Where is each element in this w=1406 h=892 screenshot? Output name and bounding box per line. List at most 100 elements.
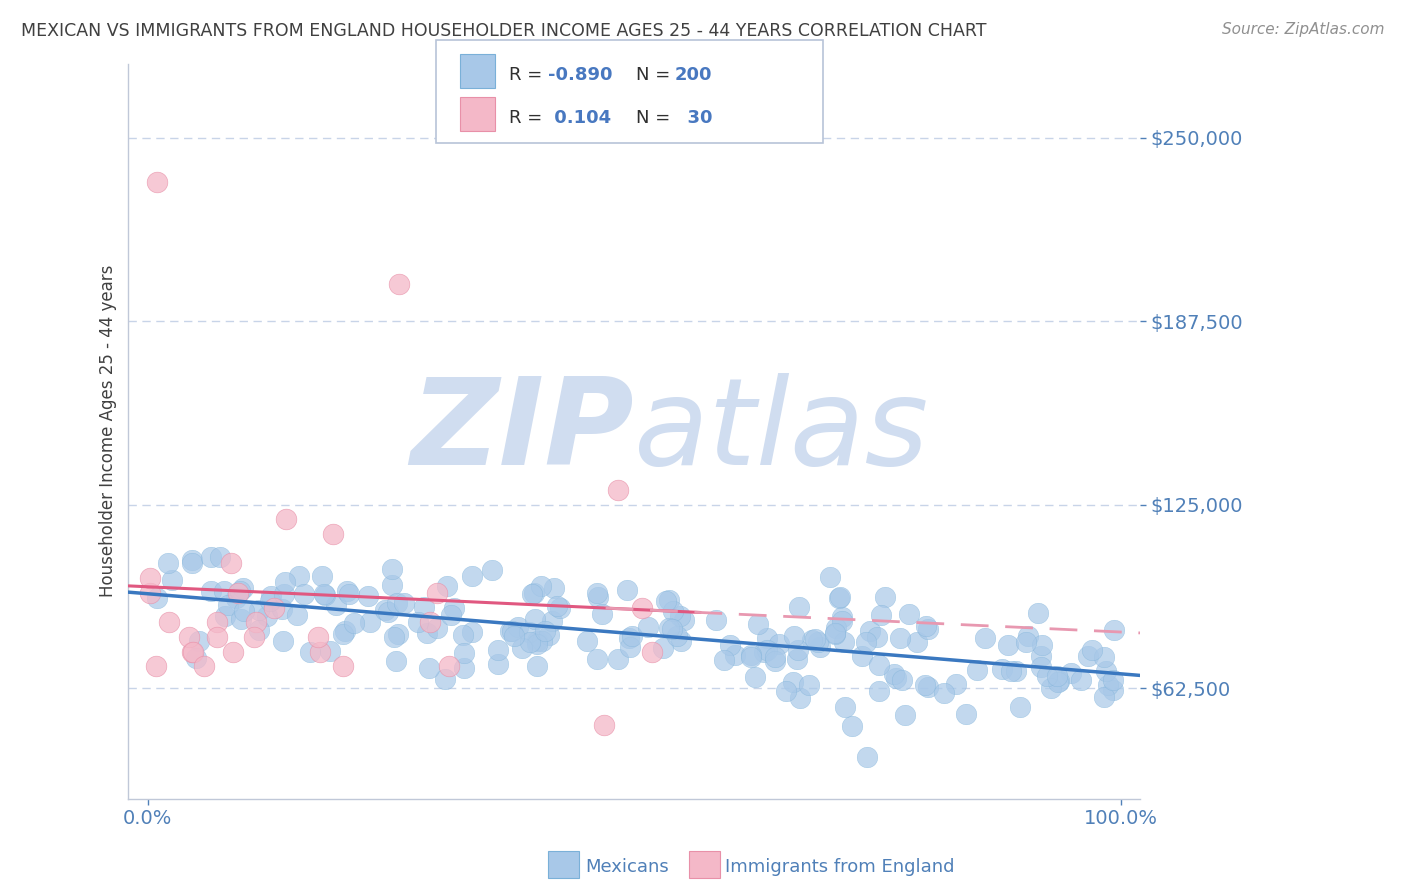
Point (212, 583, 235, 598)
Point (443, 601, 465, 615)
Point (523, 586, 546, 600)
Point (156, 556, 179, 570)
Point (332, 627, 354, 641)
Point (385, 596, 408, 610)
Point (724, 648, 747, 663)
Text: Immigrants from England: Immigrants from England (725, 858, 955, 876)
Point (591, 607, 613, 622)
Point (801, 632, 824, 647)
Point (333, 624, 356, 639)
Point (526, 633, 548, 648)
Point (1077, 649, 1099, 664)
Point (318, 643, 340, 657)
Point (889, 632, 911, 646)
Point (763, 649, 786, 664)
Point (292, 587, 315, 601)
Point (388, 277, 411, 292)
Point (1026, 607, 1049, 621)
Point (586, 590, 609, 604)
Point (1036, 669, 1059, 683)
Point (747, 617, 769, 632)
Point (453, 661, 475, 675)
Point (343, 615, 366, 630)
Point (966, 663, 988, 677)
Point (453, 646, 475, 660)
Point (222, 645, 245, 659)
Point (775, 684, 797, 698)
Point (263, 600, 285, 615)
Y-axis label: Householder Income Ages 25 - 44 years: Householder Income Ages 25 - 44 years (100, 265, 117, 598)
Point (339, 587, 361, 601)
Point (519, 635, 541, 649)
Point (576, 633, 599, 648)
Point (917, 622, 939, 636)
Point (744, 670, 766, 684)
Point (419, 615, 441, 630)
Point (1017, 629, 1039, 643)
Point (856, 750, 879, 764)
Point (461, 625, 484, 640)
Point (139, 571, 162, 585)
Point (1008, 700, 1031, 714)
Point (205, 630, 228, 644)
Point (233, 604, 256, 618)
Point (1004, 664, 1026, 678)
Point (807, 635, 830, 649)
Point (870, 608, 893, 623)
Text: 200: 200 (675, 66, 713, 84)
Point (460, 568, 482, 582)
Point (740, 650, 762, 665)
Point (543, 581, 565, 595)
Point (139, 586, 162, 600)
Point (868, 684, 890, 698)
Point (637, 620, 659, 634)
Point (1070, 673, 1092, 687)
Point (308, 645, 330, 659)
Point (200, 550, 222, 565)
Point (510, 641, 533, 656)
Text: MEXICAN VS IMMIGRANTS FROM ENGLAND HOUSEHOLDER INCOME AGES 25 - 44 YEARS CORRELA: MEXICAN VS IMMIGRANTS FROM ENGLAND HOUSE… (21, 22, 987, 40)
Point (825, 621, 848, 635)
Point (546, 599, 568, 614)
Point (186, 651, 208, 665)
Point (945, 677, 967, 691)
Point (426, 621, 449, 635)
Point (756, 643, 779, 657)
Point (1029, 660, 1052, 674)
Point (955, 706, 977, 721)
Point (1000, 664, 1022, 678)
Point (440, 608, 463, 623)
Point (217, 598, 239, 612)
Point (631, 600, 654, 615)
Point (917, 680, 939, 694)
Point (276, 512, 298, 526)
Text: R =: R = (509, 66, 543, 84)
Point (426, 586, 449, 600)
Point (786, 643, 808, 657)
Point (232, 582, 254, 596)
Point (374, 603, 396, 617)
Point (755, 631, 778, 645)
Text: Mexicans: Mexicans (585, 858, 669, 876)
Point (905, 634, 928, 648)
Point (332, 659, 354, 673)
Text: 30: 30 (675, 109, 713, 127)
Point (299, 644, 322, 658)
Point (669, 634, 692, 648)
Point (641, 645, 664, 659)
Point (314, 588, 336, 602)
Point (866, 630, 889, 644)
Point (193, 659, 215, 673)
Point (451, 628, 474, 642)
Point (1040, 681, 1063, 696)
Point (271, 602, 294, 616)
Text: R =: R = (509, 109, 543, 127)
Point (830, 590, 852, 604)
Point (893, 708, 915, 723)
Point (831, 614, 853, 628)
Point (713, 653, 735, 667)
Point (1031, 638, 1053, 652)
Point (260, 589, 283, 603)
Point (672, 613, 695, 627)
Point (914, 618, 936, 632)
